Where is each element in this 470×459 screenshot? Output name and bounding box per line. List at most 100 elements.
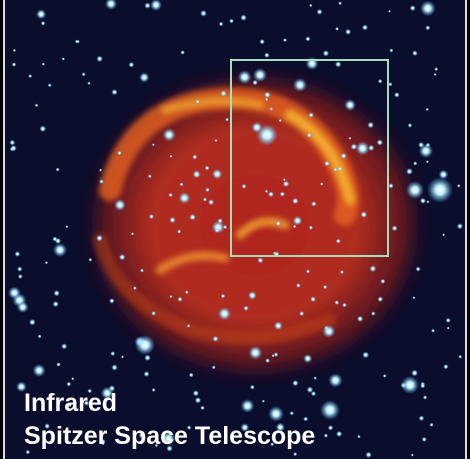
star <box>342 303 347 308</box>
star <box>357 435 361 439</box>
star <box>338 166 343 171</box>
star <box>303 354 312 363</box>
star <box>322 325 335 338</box>
star <box>378 79 383 84</box>
star <box>221 294 226 299</box>
star <box>208 199 214 205</box>
star <box>144 371 150 377</box>
star <box>377 296 383 302</box>
star <box>427 177 453 203</box>
star <box>33 364 46 377</box>
star <box>99 179 104 184</box>
star <box>212 336 218 342</box>
star <box>328 425 333 430</box>
border-left <box>3 0 5 459</box>
star <box>196 100 200 104</box>
star <box>419 144 433 158</box>
star <box>328 373 342 387</box>
star <box>341 153 347 159</box>
star <box>189 214 196 221</box>
star <box>53 301 59 307</box>
star <box>265 358 270 363</box>
star <box>66 382 71 387</box>
star <box>225 118 229 122</box>
star <box>276 221 281 226</box>
star <box>412 50 418 56</box>
star <box>35 103 39 107</box>
star <box>135 335 155 355</box>
star <box>324 161 330 167</box>
star <box>311 201 317 207</box>
star <box>268 191 274 197</box>
star <box>177 229 181 233</box>
star <box>168 193 173 198</box>
star <box>117 151 122 156</box>
star <box>420 1 436 17</box>
star <box>18 274 23 279</box>
star <box>392 225 398 231</box>
star <box>416 266 421 271</box>
star <box>109 298 115 304</box>
star <box>388 10 391 13</box>
star <box>185 290 189 294</box>
star <box>292 198 299 205</box>
star <box>457 184 461 188</box>
star <box>336 239 341 244</box>
star <box>333 167 337 171</box>
star <box>144 2 150 8</box>
star <box>320 400 340 420</box>
star <box>12 62 17 67</box>
star <box>308 112 314 118</box>
star <box>369 265 376 272</box>
star <box>336 431 342 437</box>
star <box>310 296 316 302</box>
star <box>200 406 205 411</box>
star <box>10 145 17 152</box>
star <box>139 72 149 82</box>
star <box>446 318 451 323</box>
star <box>240 14 247 21</box>
star <box>200 10 207 17</box>
star <box>256 124 278 146</box>
star <box>205 188 210 193</box>
star <box>29 319 36 326</box>
star <box>248 291 257 300</box>
star <box>419 415 425 421</box>
star <box>178 192 190 204</box>
star <box>383 374 387 378</box>
star <box>357 316 363 322</box>
star <box>426 200 429 203</box>
star <box>71 377 74 380</box>
star <box>348 137 351 140</box>
star <box>442 233 445 236</box>
star <box>75 39 79 43</box>
star <box>305 57 318 70</box>
star <box>99 169 102 172</box>
star <box>371 311 376 316</box>
star <box>45 261 48 264</box>
star <box>324 433 328 437</box>
star <box>423 395 427 399</box>
star <box>340 270 344 274</box>
star <box>180 182 184 186</box>
star <box>259 39 265 45</box>
star <box>96 235 103 242</box>
star <box>345 29 351 35</box>
star <box>362 351 369 358</box>
star <box>317 9 323 15</box>
star <box>410 5 416 11</box>
star <box>52 236 57 241</box>
star <box>88 258 92 262</box>
star <box>110 351 115 356</box>
star <box>87 82 90 85</box>
star <box>61 343 67 349</box>
star <box>264 91 271 98</box>
star <box>187 324 191 328</box>
star <box>355 141 369 155</box>
star <box>406 181 424 199</box>
star <box>15 251 21 257</box>
border-right <box>465 0 467 459</box>
star <box>169 295 172 298</box>
star <box>128 62 134 68</box>
star <box>262 400 265 403</box>
